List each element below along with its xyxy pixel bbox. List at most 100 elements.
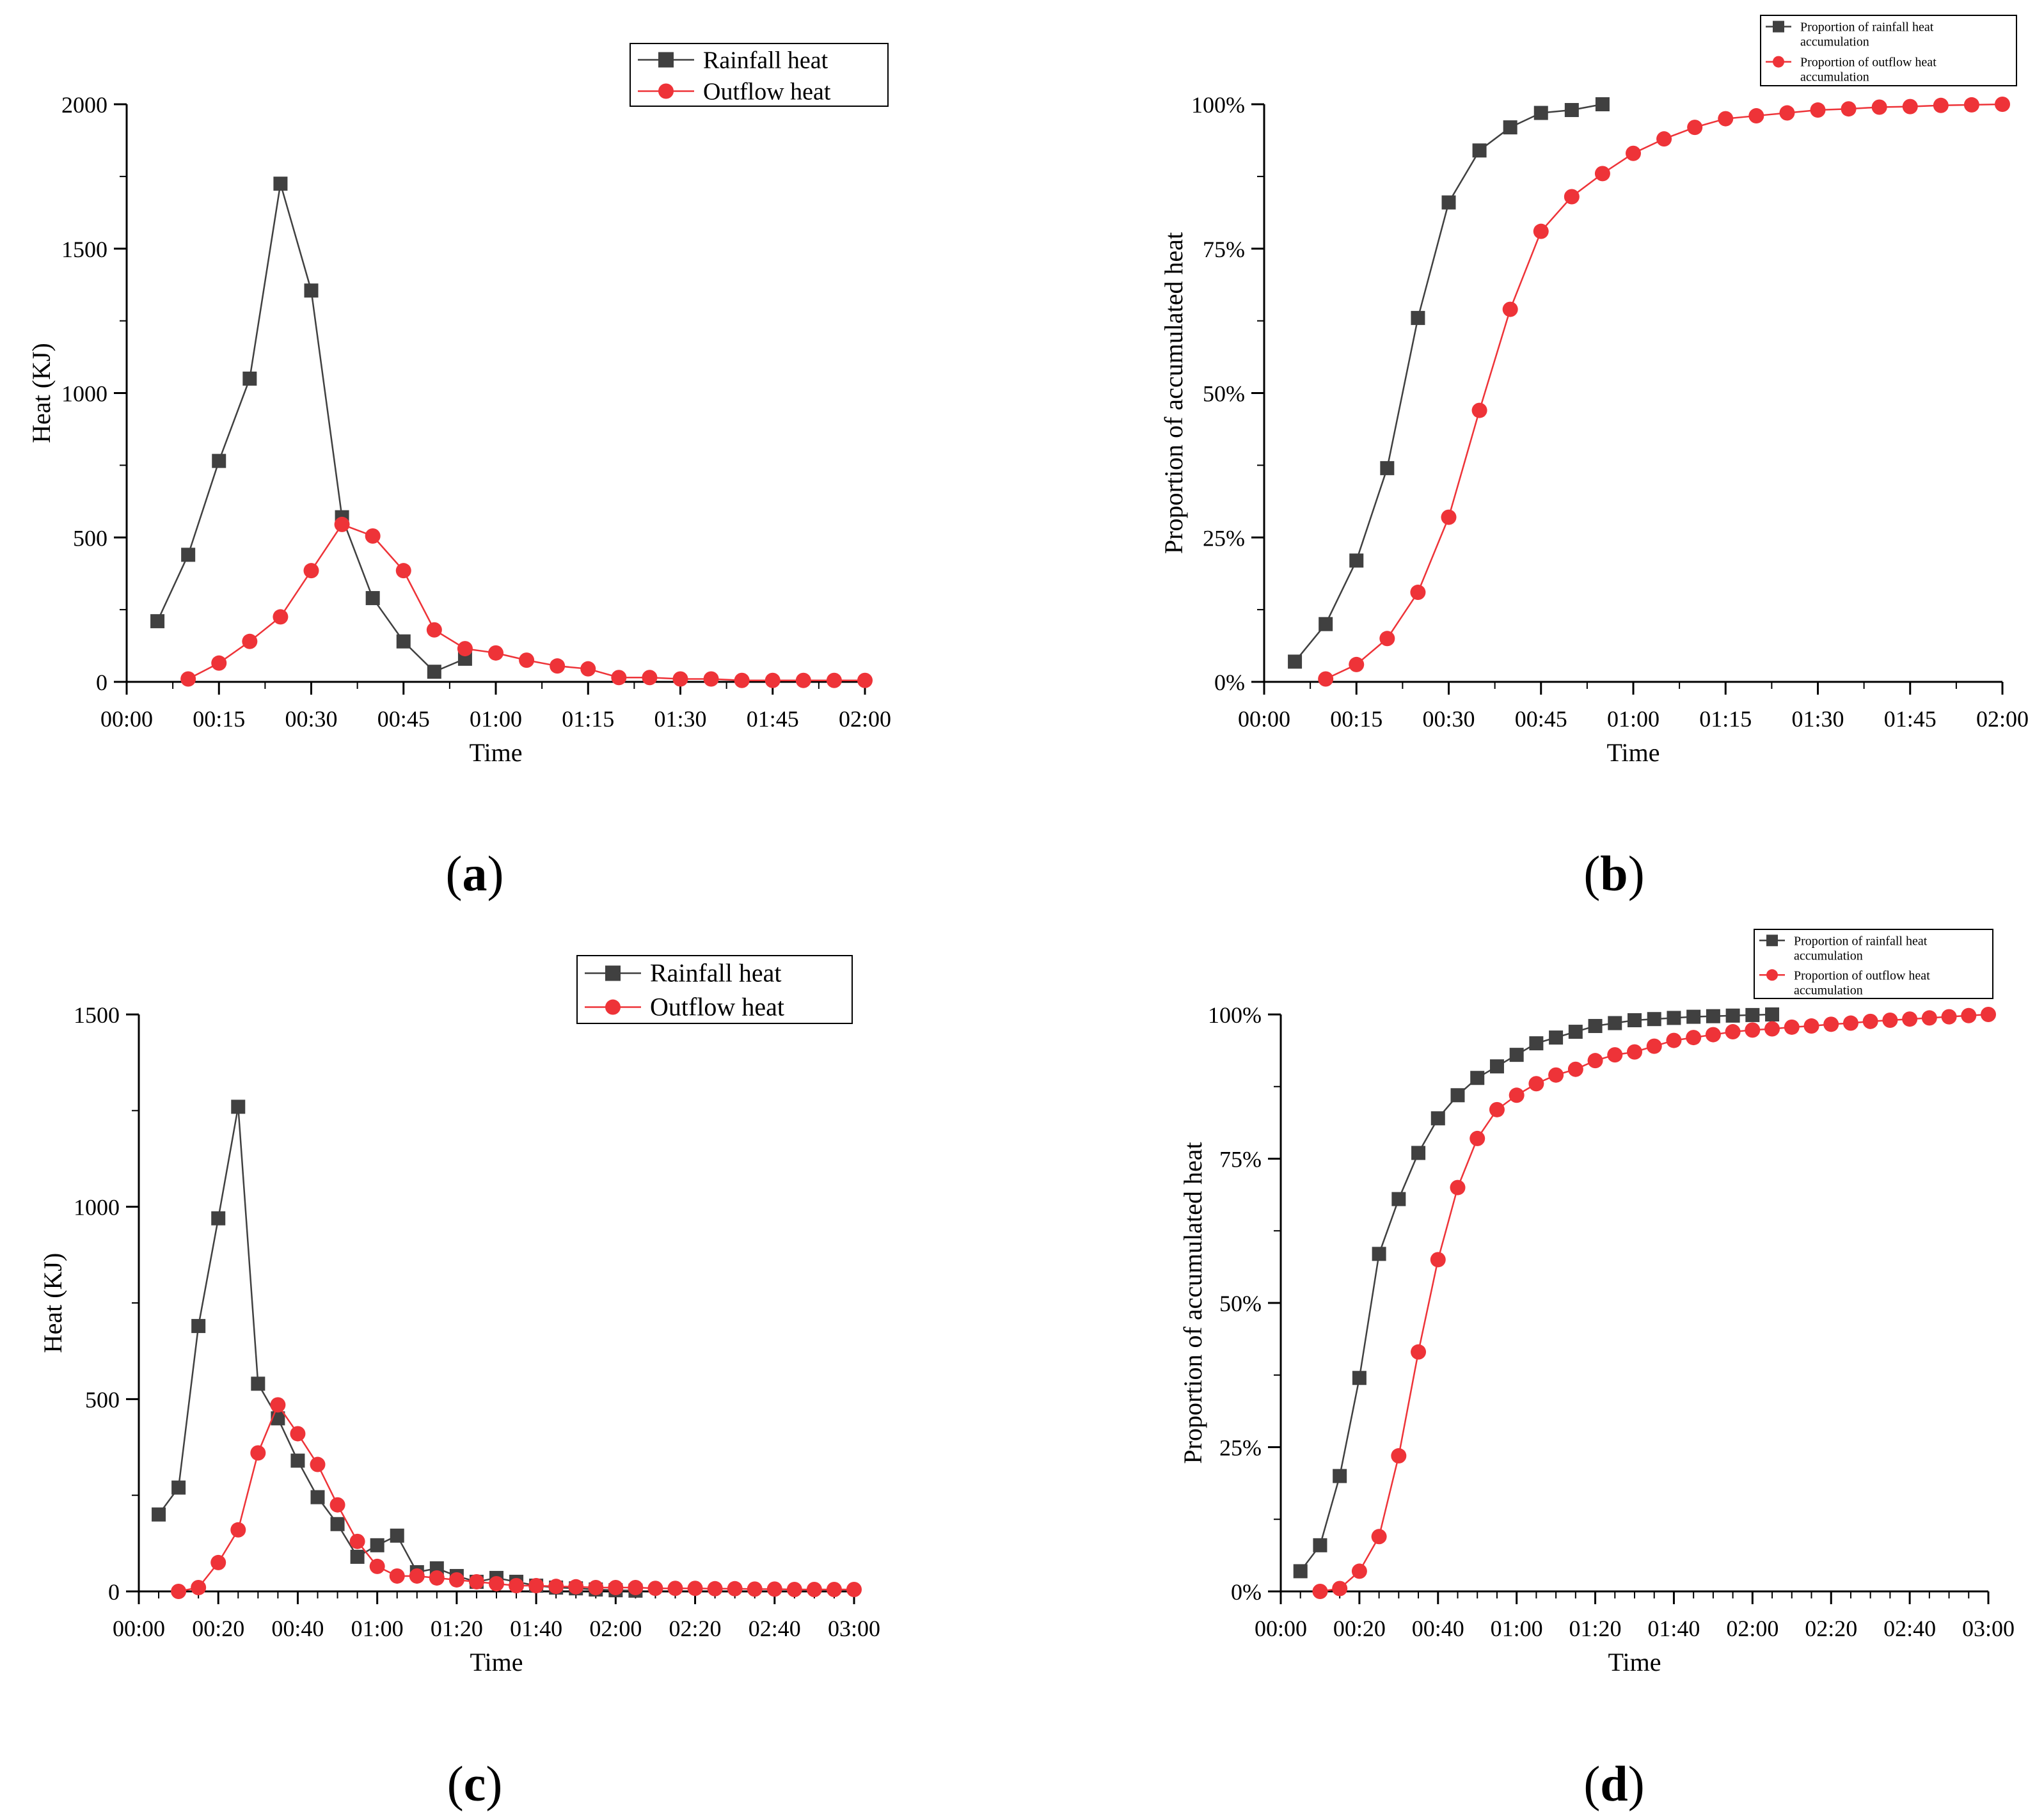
data-point-circle [550,658,566,674]
x-tick-label: 02:20 [669,1616,722,1641]
data-point-circle [703,671,719,687]
data-point-circle [1533,223,1549,239]
legend-label: Proportion of rainfall heat [1794,934,1928,948]
data-point-square [365,591,380,606]
data-point-circle [1656,131,1672,147]
x-tick-label: 00:20 [192,1616,244,1641]
data-point-square [152,1507,166,1522]
data-point-square [350,1549,365,1564]
x-tick-label: 01:45 [747,706,799,732]
legend-marker-square [605,965,621,981]
data-point-circle [672,671,688,687]
data-point-circle [1666,1032,1682,1048]
data-point-square [1450,1088,1465,1103]
data-point-square [1628,1013,1642,1028]
legend-marker-circle [658,83,674,99]
data-point-circle [290,1426,306,1442]
y-tick-label: 2000 [61,92,107,118]
data-point-square [1319,617,1333,631]
data-point-circle [1842,1015,1858,1031]
data-point-circle [1627,1044,1642,1060]
data-point-square [1430,1111,1445,1126]
data-point-square [1533,106,1548,120]
data-point-square [1509,1048,1524,1062]
data-point-square [211,1211,226,1226]
x-tick-label: 01:00 [1607,706,1660,732]
data-point-square [290,1453,305,1468]
data-point-circle [1567,1061,1583,1077]
y-tick-label: 0 [108,1579,120,1605]
data-point-circle [1941,1009,1957,1025]
x-tick-label: 01:20 [1569,1616,1622,1641]
data-point-square [171,1480,186,1495]
data-point-square [1333,1469,1347,1483]
chart-panel-c: 0 500 1000 1500 00:00 00:20 00:40 01:00 01:20 01:… [38,955,880,1811]
x-tick-label: 00:30 [285,706,337,732]
data-point-square [330,1517,345,1531]
data-point-circle [1312,1584,1328,1599]
data-point-circle [1810,102,1826,118]
legend-box [1760,15,2017,86]
data-point-circle [727,1581,743,1597]
y-tick-label: 50% [1203,381,1245,407]
x-tick-label: 01:30 [654,706,706,732]
x-tick-label: 00:00 [100,706,153,732]
y-tick-label: 1000 [61,381,107,407]
legend: Proportion of rainfall heataccumulationP… [1754,929,1993,999]
data-point-circle [230,1522,246,1538]
x-tick-label: 03:00 [828,1616,880,1641]
data-point-circle [273,609,289,625]
legend-marker-square [1773,20,1784,33]
x-axis-label: Time [470,1648,523,1676]
data-point-circle [519,652,535,668]
series-line-outflow [1320,1013,1989,1593]
data-point-circle [786,1581,802,1597]
data-point-circle [1607,1047,1623,1063]
data-point-circle [349,1533,365,1549]
x-tick-label: 00:30 [1422,706,1475,732]
data-point-circle [310,1456,326,1472]
panel-label: (d) [1583,1756,1644,1811]
data-point-circle [270,1397,286,1413]
y-axis-label: Heat (KJ) [27,343,56,443]
data-point-circle [1687,120,1703,136]
data-point-circle [1764,1021,1780,1037]
data-point-circle [426,622,442,638]
data-point-circle [210,1554,226,1570]
data-point-circle [468,1573,484,1589]
x-tick-label: 02:00 [1976,706,2029,732]
data-point-circle [457,641,473,657]
data-point-circle [1921,1010,1937,1026]
y-tick-label: 100% [1191,92,1245,118]
data-point-circle [1902,1011,1918,1027]
data-point-square [1706,1009,1720,1023]
x-tick-label: 00:00 [1238,706,1290,732]
data-point-square [1441,195,1456,210]
data-point-circle [1371,1529,1387,1545]
data-point-circle [687,1581,703,1597]
chart-panel-a: 0 500 1000 1500 2000 00:00 00:15 00:30 00:45 01:0… [27,43,891,901]
data-point-square [1608,1016,1622,1030]
data-point-circle [365,528,381,544]
data-point-circle [1594,166,1610,182]
legend-label: Rainfall heat [650,959,781,988]
y-tick-label: 0% [1214,670,1245,695]
data-point-square [390,1528,404,1543]
x-tick-label: 02:00 [1726,1616,1779,1641]
legend-label: Proportion of outflow heat [1800,56,1937,70]
legend-label: Rainfall heat [703,47,828,74]
data-point-circle [395,563,411,579]
x-tick-label: 02:40 [1883,1616,1936,1641]
data-point-circle [1646,1038,1662,1054]
data-point-square [1503,120,1517,135]
data-point-circle [667,1581,683,1597]
x-tick-label: 02:00 [839,706,891,732]
x-tick-label: 00:00 [113,1616,165,1641]
data-point-circle [1332,1581,1348,1597]
y-tick-label: 25% [1219,1435,1262,1461]
data-point-circle [180,671,196,687]
data-point-circle [1509,1087,1525,1103]
data-point-circle [1470,1130,1485,1146]
y-tick-label: 75% [1203,237,1245,262]
legend-label: Proportion of rainfall heat [1800,20,1934,35]
